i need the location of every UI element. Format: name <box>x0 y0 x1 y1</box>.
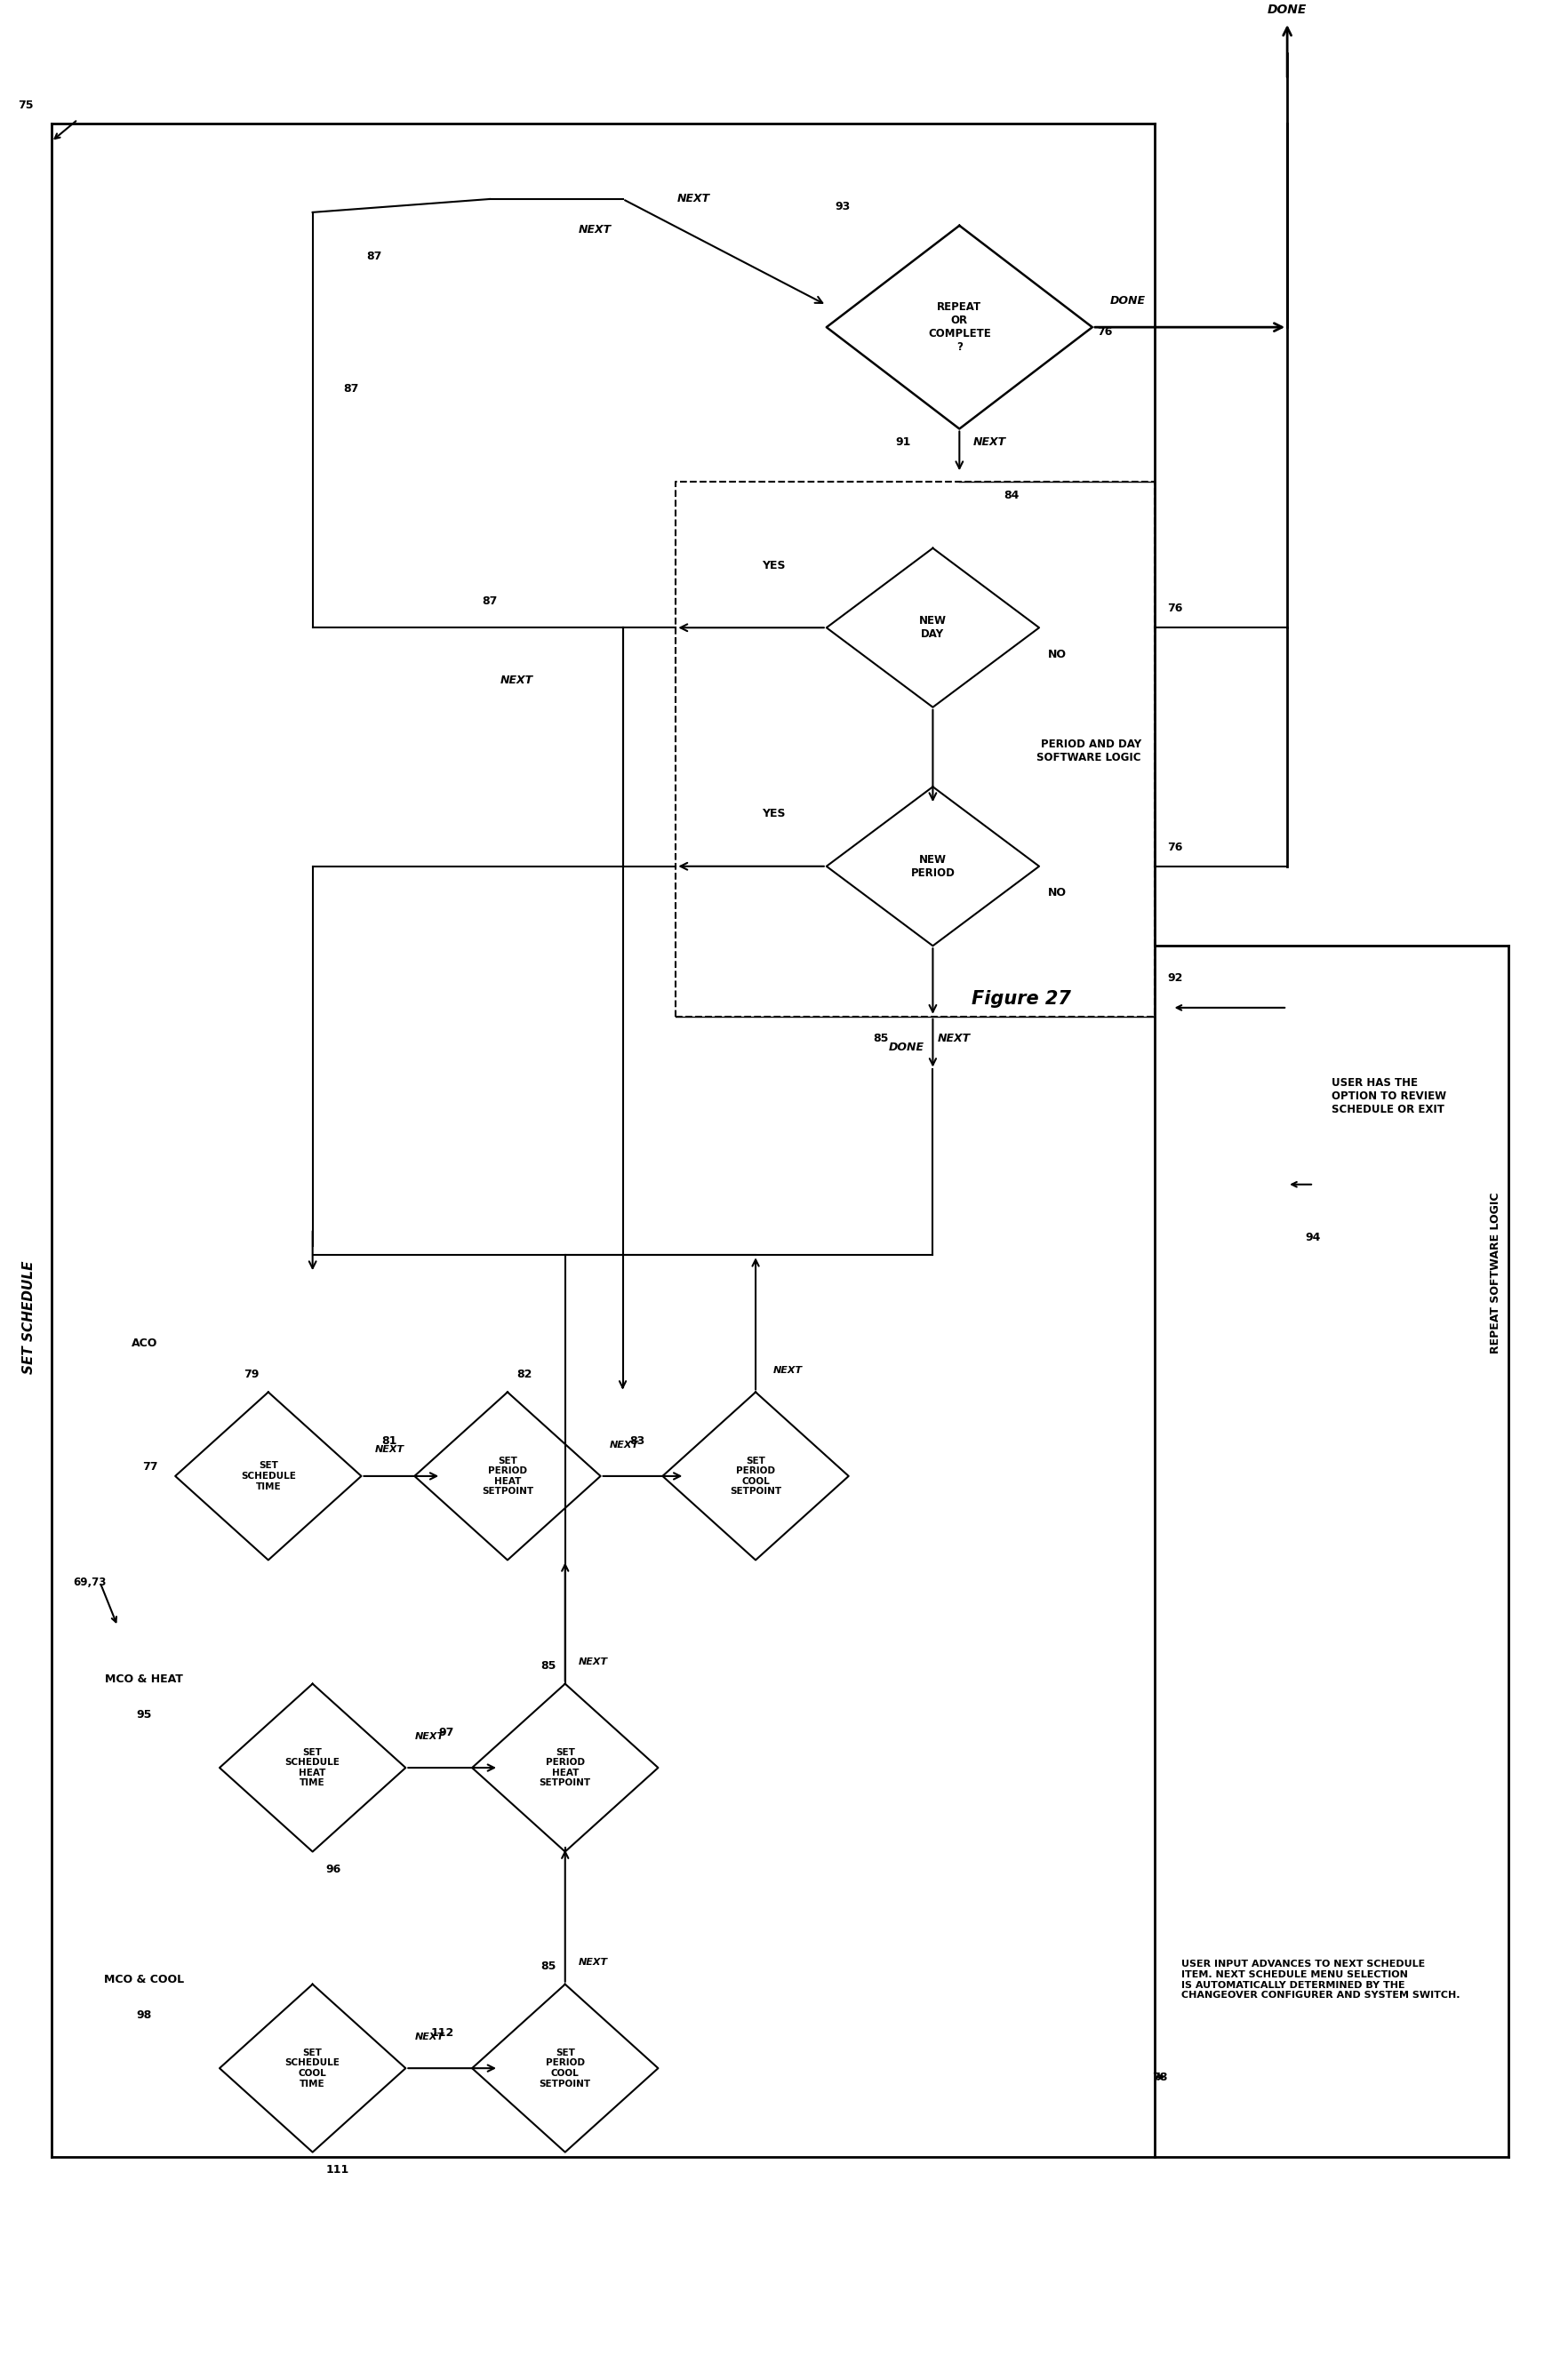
Text: 87: 87 <box>344 383 360 395</box>
Text: 81: 81 <box>381 1435 397 1447</box>
Text: NEXT: NEXT <box>375 1445 405 1454</box>
Text: SET
PERIOD
HEAT
SETPOINT: SET PERIOD HEAT SETPOINT <box>482 1457 533 1497</box>
Text: 85: 85 <box>540 1661 556 1671</box>
Text: 98: 98 <box>136 2009 151 2021</box>
Text: NEXT: NEXT <box>579 1656 608 1666</box>
Text: DONE: DONE <box>888 1042 923 1054</box>
Text: NO: NO <box>1048 647 1067 659</box>
Text: PERIOD AND DAY
SOFTWARE LOGIC: PERIOD AND DAY SOFTWARE LOGIC <box>1036 738 1141 764</box>
Text: 95: 95 <box>136 1709 151 1721</box>
Text: 75: 75 <box>19 100 34 112</box>
Text: 96: 96 <box>326 1864 341 1875</box>
Text: 85: 85 <box>872 1033 888 1045</box>
Text: NEXT: NEXT <box>414 1733 445 1742</box>
Text: 77: 77 <box>142 1461 157 1473</box>
Text: 85: 85 <box>540 1961 556 1973</box>
Text: NEXT: NEXT <box>414 2033 445 2042</box>
Text: ACO: ACO <box>131 1338 157 1349</box>
Text: NEXT: NEXT <box>579 1959 608 1966</box>
Text: 76: 76 <box>1167 602 1183 614</box>
Text: 91: 91 <box>896 436 911 447</box>
Text: SET SCHEDULE: SET SCHEDULE <box>22 1261 36 1373</box>
Text: NEXT: NEXT <box>973 436 1005 447</box>
Text: NEXT: NEXT <box>937 1033 970 1045</box>
Text: 87: 87 <box>482 595 497 607</box>
Text: YES: YES <box>761 559 784 571</box>
Text: NEXT: NEXT <box>579 224 611 236</box>
Text: 82: 82 <box>516 1368 531 1380</box>
Text: 76: 76 <box>1167 843 1183 852</box>
Text: 97: 97 <box>438 1725 454 1737</box>
Text: SET
SCHEDULE
HEAT
TIME: SET SCHEDULE HEAT TIME <box>286 1747 340 1787</box>
Text: NEW
PERIOD: NEW PERIOD <box>911 854 956 878</box>
Text: 79: 79 <box>244 1368 259 1380</box>
Text: NO: NO <box>1048 888 1067 900</box>
Text: 78: 78 <box>1152 2071 1167 2082</box>
Text: NEXT: NEXT <box>500 676 533 685</box>
Text: REPEAT
OR
COMPLETE
?: REPEAT OR COMPLETE ? <box>928 302 991 352</box>
Text: 83: 83 <box>630 1435 645 1447</box>
Text: 111: 111 <box>326 2163 349 2175</box>
Text: MCO & COOL: MCO & COOL <box>103 1973 184 1985</box>
Text: 92: 92 <box>1167 973 1183 983</box>
Text: YES: YES <box>761 807 784 819</box>
Text: DONE: DONE <box>1268 5 1306 17</box>
Text: 87: 87 <box>367 250 383 262</box>
Text: NEXT: NEXT <box>610 1440 639 1449</box>
Text: USER INPUT ADVANCES TO NEXT SCHEDULE
ITEM. NEXT SCHEDULE MENU SELECTION
IS AUTOM: USER INPUT ADVANCES TO NEXT SCHEDULE ITE… <box>1181 1959 1459 1999</box>
Text: 94: 94 <box>1305 1233 1320 1242</box>
Text: SET
SCHEDULE
COOL
TIME: SET SCHEDULE COOL TIME <box>286 2049 340 2087</box>
Text: SET
PERIOD
HEAT
SETPOINT: SET PERIOD HEAT SETPOINT <box>539 1747 591 1787</box>
Text: 69,73: 69,73 <box>74 1576 107 1587</box>
Text: 76: 76 <box>1096 326 1112 338</box>
Text: SET
SCHEDULE
TIME: SET SCHEDULE TIME <box>241 1461 296 1490</box>
Text: NEXT: NEXT <box>678 193 710 205</box>
Text: MCO & HEAT: MCO & HEAT <box>105 1673 184 1685</box>
Text: SET
PERIOD
COOL
SETPOINT: SET PERIOD COOL SETPOINT <box>539 2049 591 2087</box>
Text: 84: 84 <box>1004 490 1019 500</box>
Text: SET
PERIOD
COOL
SETPOINT: SET PERIOD COOL SETPOINT <box>730 1457 781 1497</box>
Text: NEW
DAY: NEW DAY <box>919 616 946 640</box>
Text: 93: 93 <box>835 200 851 212</box>
Text: USER HAS THE
OPTION TO REVIEW
SCHEDULE OR EXIT: USER HAS THE OPTION TO REVIEW SCHEDULE O… <box>1331 1078 1447 1116</box>
Text: DONE: DONE <box>1110 295 1146 307</box>
Text: 112: 112 <box>431 2028 454 2040</box>
Text: REPEAT SOFTWARE LOGIC: REPEAT SOFTWARE LOGIC <box>1490 1192 1501 1354</box>
Text: Figure 27: Figure 27 <box>971 990 1072 1007</box>
Text: NEXT: NEXT <box>774 1366 803 1376</box>
